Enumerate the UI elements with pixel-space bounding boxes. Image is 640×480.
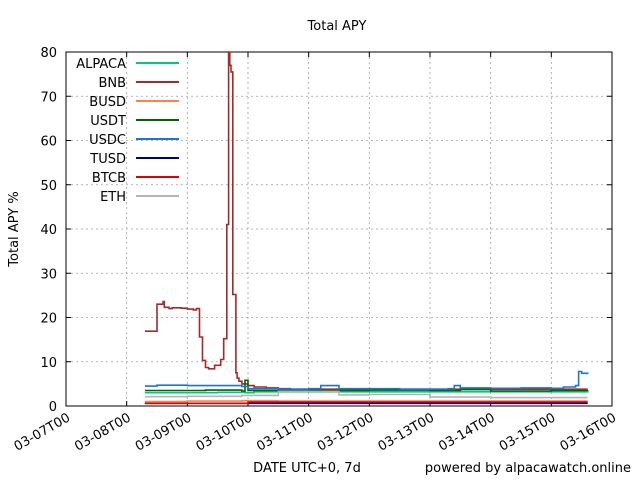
y-tick-label: 40 [40,223,57,238]
series-line-usdt [144,379,589,392]
y-axis: 0 10 20 30 40 50 60 70 80 [40,46,612,415]
series-line-busd [144,399,588,403]
x-tick-label: 03-13T00 [376,410,437,454]
x-axis-label: DATE UTC+0, 7d [253,461,361,476]
series-line-alpaca [144,391,589,394]
chart-title: Total APY [307,19,367,34]
legend-label: ETH [100,190,126,205]
footer-credit: powered by alpacawatch.online [425,461,631,476]
series-line-btcb [144,401,588,405]
y-tick-label: 50 [40,179,57,194]
legend-label: BUSD [89,95,126,110]
x-axis: 03-07T00 03-08T00 03-09T00 03-10T00 03-11T00… [12,52,619,455]
legend-label: TUSD [89,152,126,167]
legend-label: BNB [98,76,126,91]
y-tick-label: 80 [40,46,57,61]
y-tick-label: 0 [49,400,57,415]
x-tick-label: 03-07T00 [12,410,73,454]
x-tick-label: 03-10T00 [194,410,255,454]
x-tick-label: 03-15T00 [497,410,558,454]
y-tick-label: 10 [40,356,57,371]
x-tick-label: 03-09T00 [133,410,194,454]
legend-label: BTCB [92,171,126,186]
y-tick-label: 60 [40,135,57,150]
series-line-usdc [144,370,589,390]
x-tick-label: 03-08T00 [72,410,133,454]
x-tick-label: 03-16T00 [558,410,619,454]
y-tick-label: 20 [40,312,57,327]
grid [66,52,612,406]
x-tick-label: 03-14T00 [436,410,497,454]
y-tick-label: 30 [40,267,57,282]
y-axis-label: Total APY % [7,191,22,267]
legend-label: ALPACA [76,57,126,72]
y-tick-label: 70 [40,90,57,105]
legend-label: USDT [90,114,126,129]
series-line-bnb [144,51,588,390]
x-tick-label: 03-11T00 [254,410,315,454]
legend: ALPACA BNB BUSD USDT USDC TUSD BTCB ETH [76,57,179,205]
x-tick-label: 03-12T00 [315,410,376,454]
series-layer [144,51,589,405]
legend-label: USDC [89,133,126,148]
series-line-eth [144,390,588,399]
